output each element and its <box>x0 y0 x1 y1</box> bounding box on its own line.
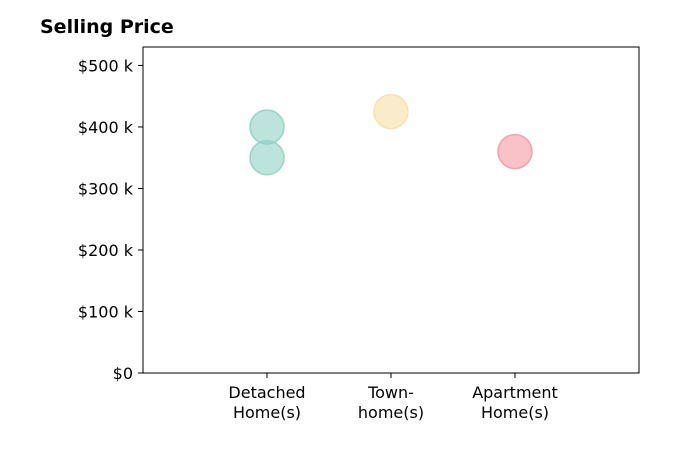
data-point-2 <box>373 93 409 130</box>
y-tick-label-1: $100 k <box>78 302 134 321</box>
x-tick-label-0: Detached Home(s) <box>228 383 305 422</box>
x-tick-label-line: Detached <box>228 383 305 402</box>
y-axis: $0 $100 k $200 k $300 k $400 k $500 k <box>78 56 143 383</box>
y-tick-label-2: $200 k <box>78 241 134 260</box>
x-tick-label-line: home(s) <box>358 403 424 422</box>
data-point-0 <box>249 109 285 145</box>
chart-title: Selling Price <box>40 16 174 38</box>
y-tick-label-3: $300 k <box>78 179 134 198</box>
y-tick-label-4: $400 k <box>78 118 134 137</box>
data-point-3 <box>497 133 533 170</box>
scatter-points <box>249 93 533 176</box>
x-tick-label-1: Town-home(s) <box>358 383 424 422</box>
y-tick-label-5: $500 k <box>78 56 134 75</box>
x-tick-label-line: Apartment <box>472 383 558 402</box>
x-tick-label-line: Home(s) <box>481 403 549 422</box>
x-axis: Detached Home(s)Town-home(s)Apartment Home… <box>228 373 558 422</box>
x-tick-label-line: Home(s) <box>233 403 301 422</box>
x-tick-label-line: Town- <box>367 383 414 402</box>
y-tick-label-0: $0 <box>113 364 133 383</box>
data-point-1 <box>249 139 285 176</box>
x-tick-label-2: Apartment Home(s) <box>472 383 558 422</box>
